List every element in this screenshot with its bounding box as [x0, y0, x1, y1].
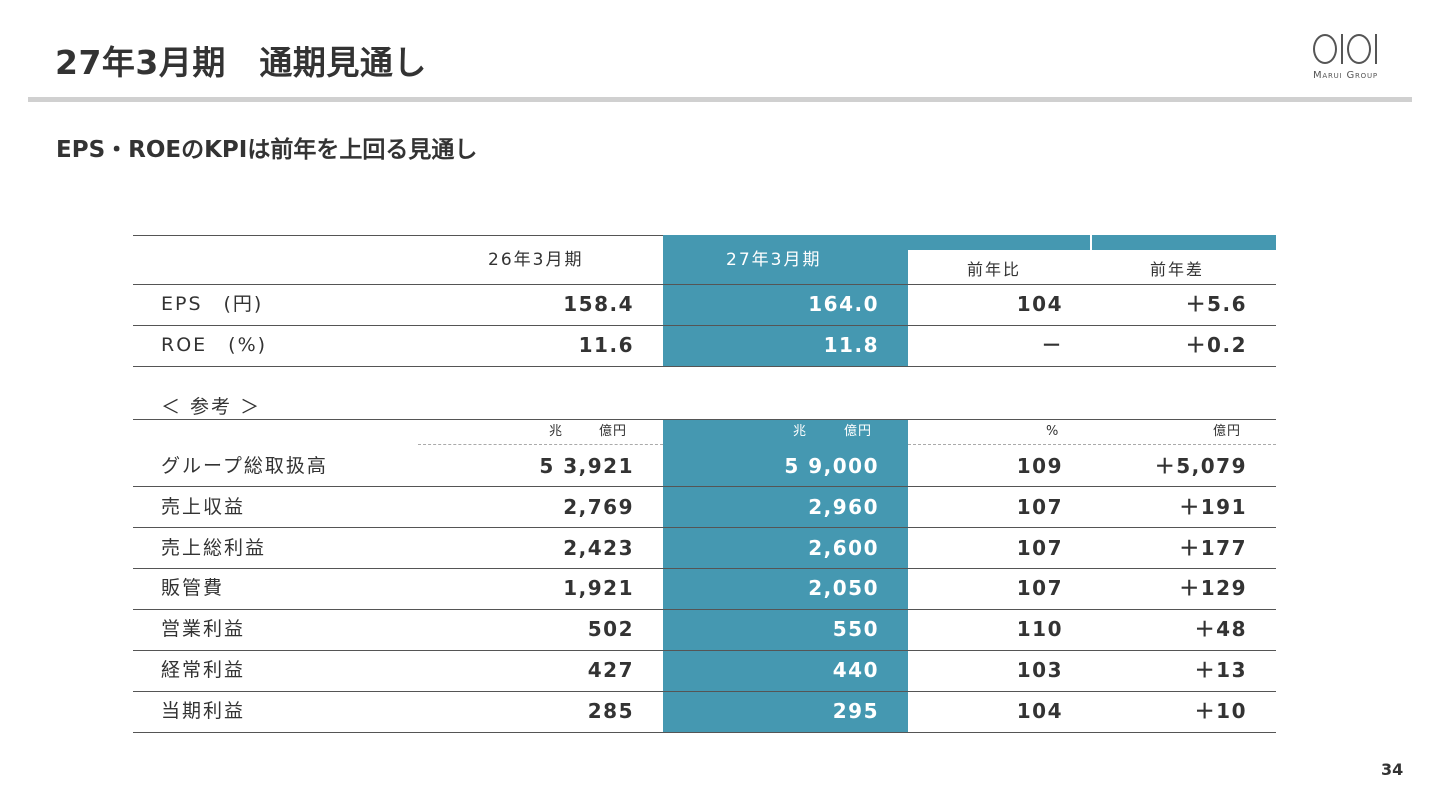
table-rule [133, 527, 1276, 528]
header-yoy: 前年比 [967, 260, 1022, 279]
unit-diff: 億円 [1213, 424, 1242, 439]
cell-forecast: 5 9,000 [784, 454, 879, 478]
cell-diff: ＋13 [1194, 658, 1247, 682]
cell-yoy: － [1041, 333, 1063, 357]
cell-yoy: 104 [1016, 292, 1063, 316]
table-rule [133, 284, 1276, 285]
cell-diff: ＋129 [1179, 576, 1247, 600]
table-rule [133, 366, 1276, 367]
row-label: グループ総取扱高 [161, 455, 328, 477]
row-label: 売上総利益 [161, 537, 267, 559]
cell-diff: ＋5.6 [1185, 292, 1247, 316]
cell-prev: 158.4 [563, 292, 634, 316]
table-rule [133, 325, 1276, 326]
unit-forecast-oku: 億円 [844, 424, 873, 439]
row-label: 販管費 [161, 577, 225, 599]
row-label: 営業利益 [161, 618, 246, 640]
reference-label: ＜ 参考 ＞ [161, 396, 262, 418]
cell-prev: 2,769 [563, 495, 634, 519]
cell-prev: 1,921 [563, 576, 634, 600]
cell-yoy: 104 [1016, 699, 1063, 723]
header-diff: 前年差 [1150, 260, 1205, 279]
cell-yoy: 107 [1016, 576, 1063, 600]
oioi-logo-icon [1313, 34, 1409, 64]
row-label: 経常利益 [161, 659, 246, 681]
cell-prev: 5 3,921 [539, 454, 634, 478]
logo-wordmark: Marui Group [1313, 70, 1378, 81]
title-divider [28, 97, 1412, 102]
unit-dashed-rule [418, 444, 663, 445]
cell-yoy: 107 [1016, 495, 1063, 519]
cell-prev: 285 [587, 699, 634, 723]
cell-prev: 11.6 [578, 333, 634, 357]
page-number: 34 [1381, 760, 1404, 779]
cell-diff: ＋0.2 [1185, 333, 1247, 357]
cell-diff: ＋10 [1194, 699, 1247, 723]
cell-yoy: 110 [1016, 617, 1063, 641]
table-rule [133, 486, 1276, 487]
cell-forecast: 295 [832, 699, 879, 723]
marui-group-logo: Marui Group [1313, 34, 1409, 86]
header-forecast-year: 27年3月期 [726, 250, 822, 270]
unit-forecast-cho: 兆 [793, 424, 808, 439]
cell-prev: 2,423 [563, 536, 634, 560]
table-rule [133, 235, 663, 236]
table-rule [133, 419, 1276, 420]
cell-diff: ＋191 [1179, 495, 1247, 519]
cell-prev: 502 [587, 617, 634, 641]
unit-prev-cho: 兆 [549, 424, 564, 439]
table-rule [133, 691, 1276, 692]
cell-forecast: 164.0 [808, 292, 879, 316]
cell-diff: ＋5,079 [1154, 454, 1247, 478]
cell-diff: ＋48 [1194, 617, 1247, 641]
yoy-header-bar [908, 235, 1090, 250]
table-rule [133, 568, 1276, 569]
unit-prev-oku: 億円 [599, 424, 628, 439]
row-label: EPS (円) [161, 293, 264, 315]
cell-forecast: 2,050 [808, 576, 879, 600]
diff-header-bar [1092, 235, 1276, 250]
row-label: 当期利益 [161, 700, 246, 722]
cell-forecast: 11.8 [823, 333, 879, 357]
cell-diff: ＋177 [1179, 536, 1247, 560]
page-subtitle: EPS・ROEのKPIは前年を上回る見通し [56, 137, 478, 163]
cell-forecast: 2,600 [808, 536, 879, 560]
cell-forecast: 440 [832, 658, 879, 682]
forecast-column-highlight-ref [663, 420, 908, 732]
header-prev-year: 26年3月期 [488, 250, 584, 270]
table-rule [133, 650, 1276, 651]
row-label: 売上収益 [161, 496, 246, 518]
row-label: ROE (%) [161, 334, 268, 356]
table-rule [133, 732, 1276, 733]
cell-forecast: 550 [832, 617, 879, 641]
page-title: 27年3月期 通期見通し [55, 43, 427, 82]
unit-yoy: % [1046, 424, 1060, 439]
cell-yoy: 103 [1016, 658, 1063, 682]
unit-dashed-rule [908, 444, 1276, 445]
forecast-table: 26年3月期 27年3月期 前年比 前年差 EPS (円) 158.4 164.… [133, 235, 1276, 733]
cell-yoy: 107 [1016, 536, 1063, 560]
table-rule [133, 609, 1276, 610]
cell-yoy: 109 [1016, 454, 1063, 478]
forecast-column-highlight [663, 235, 908, 366]
cell-prev: 427 [587, 658, 634, 682]
cell-forecast: 2,960 [808, 495, 879, 519]
